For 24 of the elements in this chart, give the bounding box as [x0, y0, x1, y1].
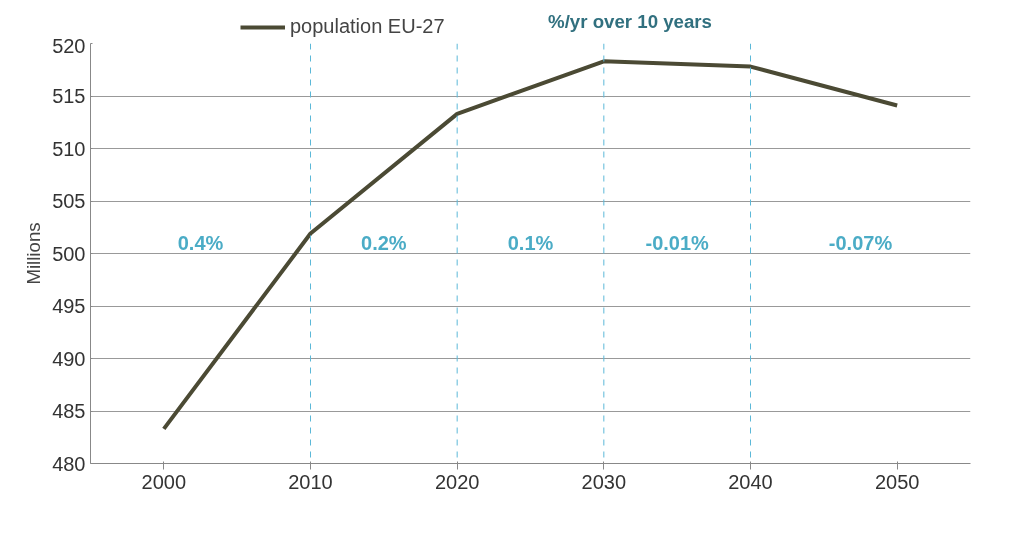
x-tick-label: 2040	[728, 470, 773, 493]
y-tick-label: 520	[52, 34, 86, 57]
y-tick-label: 510	[52, 137, 86, 160]
annotation: 0.1%	[507, 231, 554, 254]
annotation: 0.4%	[177, 231, 224, 254]
annotation: -0.07%	[828, 231, 893, 254]
y-tick-label: 505	[52, 190, 86, 212]
y-axis-title: Millions	[23, 222, 45, 285]
text: %/yr over 10 years	[548, 10, 712, 32]
line-series	[161, 59, 900, 431]
y-tick-label: 495	[52, 295, 86, 317]
y-tick-label: 485	[52, 400, 86, 422]
x-tick-label: 2030	[581, 470, 627, 493]
annotation: 0.2%	[361, 231, 407, 254]
y-tick-label: 500	[52, 242, 86, 265]
x-tick-label: 2010	[288, 470, 333, 493]
x-tick-label: 2020	[434, 470, 480, 493]
y-tick-label: 515	[52, 85, 86, 107]
annotation: -0.01%	[645, 231, 710, 254]
x-tick-label: 2000	[141, 470, 187, 493]
x-tick-label: 2050	[874, 470, 920, 493]
legend-label: population EU-27	[290, 15, 445, 38]
y-tick-label: 490	[52, 347, 86, 370]
y-tick-label: 480	[52, 452, 86, 475]
